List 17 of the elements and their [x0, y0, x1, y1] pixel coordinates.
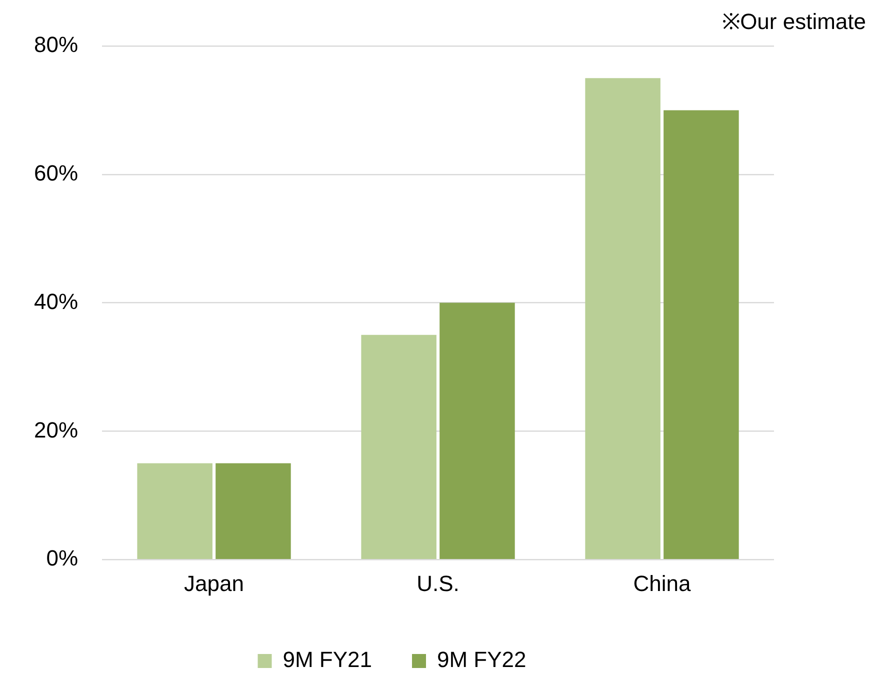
x-tick-label: China	[633, 570, 692, 596]
y-tick-label: 60%	[34, 160, 78, 186]
bar	[585, 78, 660, 559]
legend-label: 9M FY21	[282, 647, 372, 672]
y-tick-label: 80%	[34, 32, 78, 58]
y-tick-label: 0%	[46, 546, 78, 571]
y-tick-label: 40%	[34, 288, 78, 314]
x-tick-label: U.S.	[416, 570, 460, 596]
text: ※Our estimate	[722, 9, 866, 34]
x-tick-label: Japan	[184, 570, 244, 596]
bar	[440, 302, 515, 559]
y-tick-label: 20%	[34, 417, 78, 442]
legend-label: 9M FY22	[437, 647, 526, 672]
bar	[361, 334, 436, 559]
bar	[216, 463, 291, 559]
bar	[137, 463, 212, 559]
bar	[664, 110, 739, 559]
